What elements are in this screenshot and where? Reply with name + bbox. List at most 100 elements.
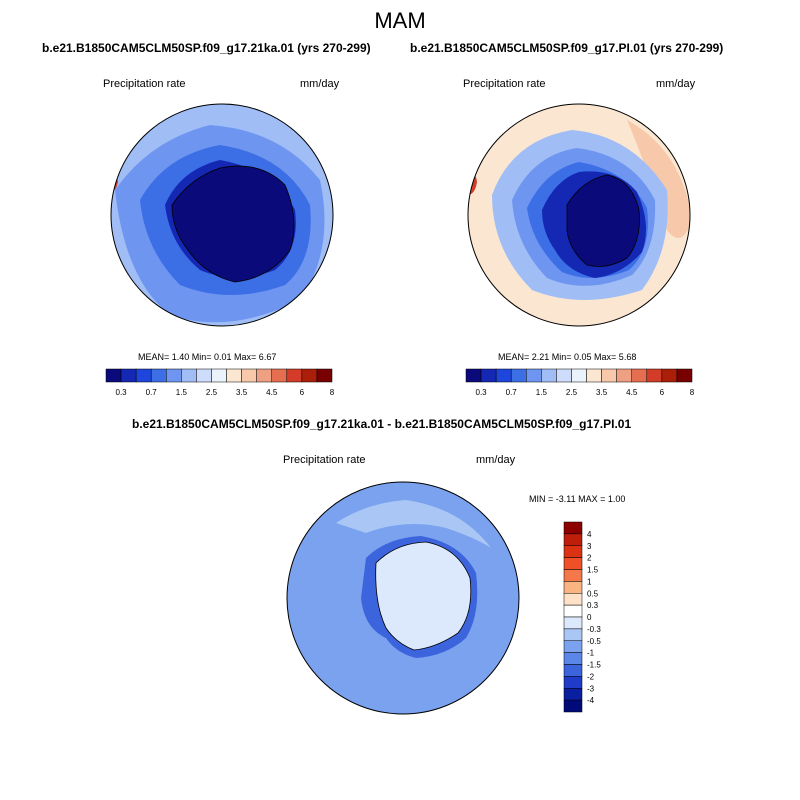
colorbar-swatch: [135, 368, 152, 383]
colorbar-tick-label: 4.5: [626, 388, 638, 397]
colorbar-swatch: [166, 368, 182, 383]
colorbar-swatch: [495, 368, 512, 383]
colorbar-swatch: [563, 699, 583, 713]
map-boundary: [467, 103, 691, 327]
colorbar-swatch: [226, 368, 242, 383]
colorbar-swatch: [661, 368, 678, 383]
panel3-stats: MIN = -3.11 MAX = 1.00: [529, 494, 626, 504]
panel3-polar-map: [286, 481, 520, 715]
colorbar-tick-label: 4.5: [266, 388, 278, 397]
colorbar-tick-label: 3.5: [596, 388, 608, 397]
panel1-stats: MEAN= 1.40 Min= 0.01 Max= 6.67: [138, 352, 277, 362]
colorbar-swatch: [301, 368, 318, 383]
colorbar-swatch: [563, 569, 583, 582]
colorbar-swatch: [601, 368, 617, 383]
colorbar-tick-label: 8: [330, 388, 335, 397]
colorbar-swatch: [181, 368, 197, 383]
colorbar-swatch: [563, 640, 583, 653]
colorbar-tick-label: 1: [587, 577, 592, 586]
colorbar-tick-label: -0.3: [587, 625, 601, 634]
figure-title: MAM: [374, 8, 426, 33]
colorbar-swatch: [541, 368, 557, 383]
colorbar-tick-label: 2.5: [206, 388, 218, 397]
colorbar-swatch: [563, 688, 583, 701]
panel2-polar-map: [467, 103, 691, 327]
colorbar-swatch: [563, 616, 583, 630]
panel3-units-label: mm/day: [476, 454, 516, 466]
colorbar-tick-label: -3: [587, 684, 595, 693]
colorbar-swatch: [286, 368, 303, 383]
panel3-colorbar: 4 3 2 1.5 1 0.5 0.3 0 -0.3 -0.5 -1 -1.5 -2 -3 -4: [563, 521, 601, 713]
colorbar-tick-label: -1.5: [587, 661, 601, 670]
colorbar-swatch: [256, 368, 272, 383]
colorbar-tick-label: 6: [300, 388, 305, 397]
colorbar-swatch: [241, 368, 257, 383]
colorbar-swatch: [150, 368, 167, 383]
panel1-variable-label: Precipitation rate: [103, 78, 186, 90]
panel1-units-label: mm/day: [300, 78, 340, 90]
colorbar-tick-label: 2.5: [566, 388, 578, 397]
colorbar-tick-label: -1: [587, 649, 595, 658]
colorbar-tick-label: 1.5: [536, 388, 548, 397]
colorbar-swatch: [105, 368, 122, 383]
colorbar-swatch: [563, 545, 583, 558]
panel2-colorbar: 0.3 0.7 1.5 2.5 3.5 4.5 6 8: [465, 368, 695, 397]
colorbar-swatch: [480, 368, 497, 383]
colorbar-tick-label: 0.3: [476, 388, 488, 397]
colorbar-swatch: [616, 368, 632, 383]
colorbar-swatch: [646, 368, 663, 383]
colorbar-swatch: [196, 368, 212, 383]
colorbar-tick-label: 3: [587, 542, 592, 551]
colorbar-tick-label: 4: [587, 530, 592, 539]
colorbar-swatch: [271, 368, 288, 383]
colorbar-tick-label: 1.5: [176, 388, 188, 397]
colorbar-tick-label: 0.7: [506, 388, 518, 397]
colorbar-swatch: [211, 368, 227, 383]
antarctica-dry-core: [566, 174, 640, 267]
colorbar-swatch: [465, 368, 482, 383]
colorbar-swatch: [563, 652, 583, 665]
colorbar-swatch: [316, 368, 333, 383]
colorbar-swatch: [563, 557, 583, 570]
panel1-polar-map: [110, 103, 334, 327]
colorbar-tick-label: 3.5: [236, 388, 248, 397]
colorbar-swatch: [563, 676, 583, 689]
colorbar-swatch: [120, 368, 137, 383]
colorbar-tick-label: -0.5: [587, 637, 601, 646]
colorbar-swatch: [563, 581, 583, 594]
map-boundary: [286, 481, 520, 715]
colorbar-swatch: [586, 368, 602, 383]
colorbar-swatch: [563, 604, 583, 618]
colorbar-tick-label: 2: [587, 554, 592, 563]
map-boundary: [110, 103, 334, 327]
colorbar-swatch: [563, 628, 583, 641]
colorbar-swatch: [563, 533, 583, 546]
antarctica-diff-core: [375, 541, 472, 651]
map-diff-light-band: [336, 500, 491, 548]
colorbar-swatch: [510, 368, 527, 383]
colorbar-tick-label: 0.5: [587, 589, 599, 598]
colorbar-swatch: [631, 368, 648, 383]
panel2-variable-label: Precipitation rate: [463, 78, 546, 90]
colorbar-tick-label: -2: [587, 672, 595, 681]
colorbar-tick-label: 8: [690, 388, 695, 397]
colorbar-tick-label: -4: [587, 696, 595, 705]
panel2-stats: MEAN= 2.21 Min= 0.05 Max= 5.68: [498, 352, 637, 362]
panel2-case-title: b.e21.B1850CAM5CLM50SP.f09_g17.PI.01 (yr…: [410, 41, 724, 55]
colorbar-tick-label: 0.3: [587, 601, 599, 610]
colorbar-tick-label: 0.7: [146, 388, 158, 397]
panel1-colorbar: 0.3 0.7 1.5 2.5 3.5 4.5 6 8: [105, 368, 335, 397]
panel3-case-title: b.e21.B1850CAM5CLM50SP.f09_g17.21ka.01 -…: [132, 417, 632, 431]
colorbar-swatch: [571, 368, 587, 383]
colorbar-tick-label: 0.3: [116, 388, 128, 397]
colorbar-swatch: [563, 521, 583, 535]
colorbar-swatch: [563, 593, 583, 606]
colorbar-tick-label: 6: [660, 388, 665, 397]
panel3-variable-label: Precipitation rate: [283, 454, 366, 466]
panel2-units-label: mm/day: [656, 78, 696, 90]
colorbar-tick-label: 1.5: [587, 566, 599, 575]
colorbar-swatch: [556, 368, 572, 383]
panel1-case-title: b.e21.B1850CAM5CLM50SP.f09_g17.21ka.01 (…: [42, 41, 371, 55]
colorbar-swatch: [526, 368, 542, 383]
colorbar-tick-label: 0: [587, 613, 592, 622]
